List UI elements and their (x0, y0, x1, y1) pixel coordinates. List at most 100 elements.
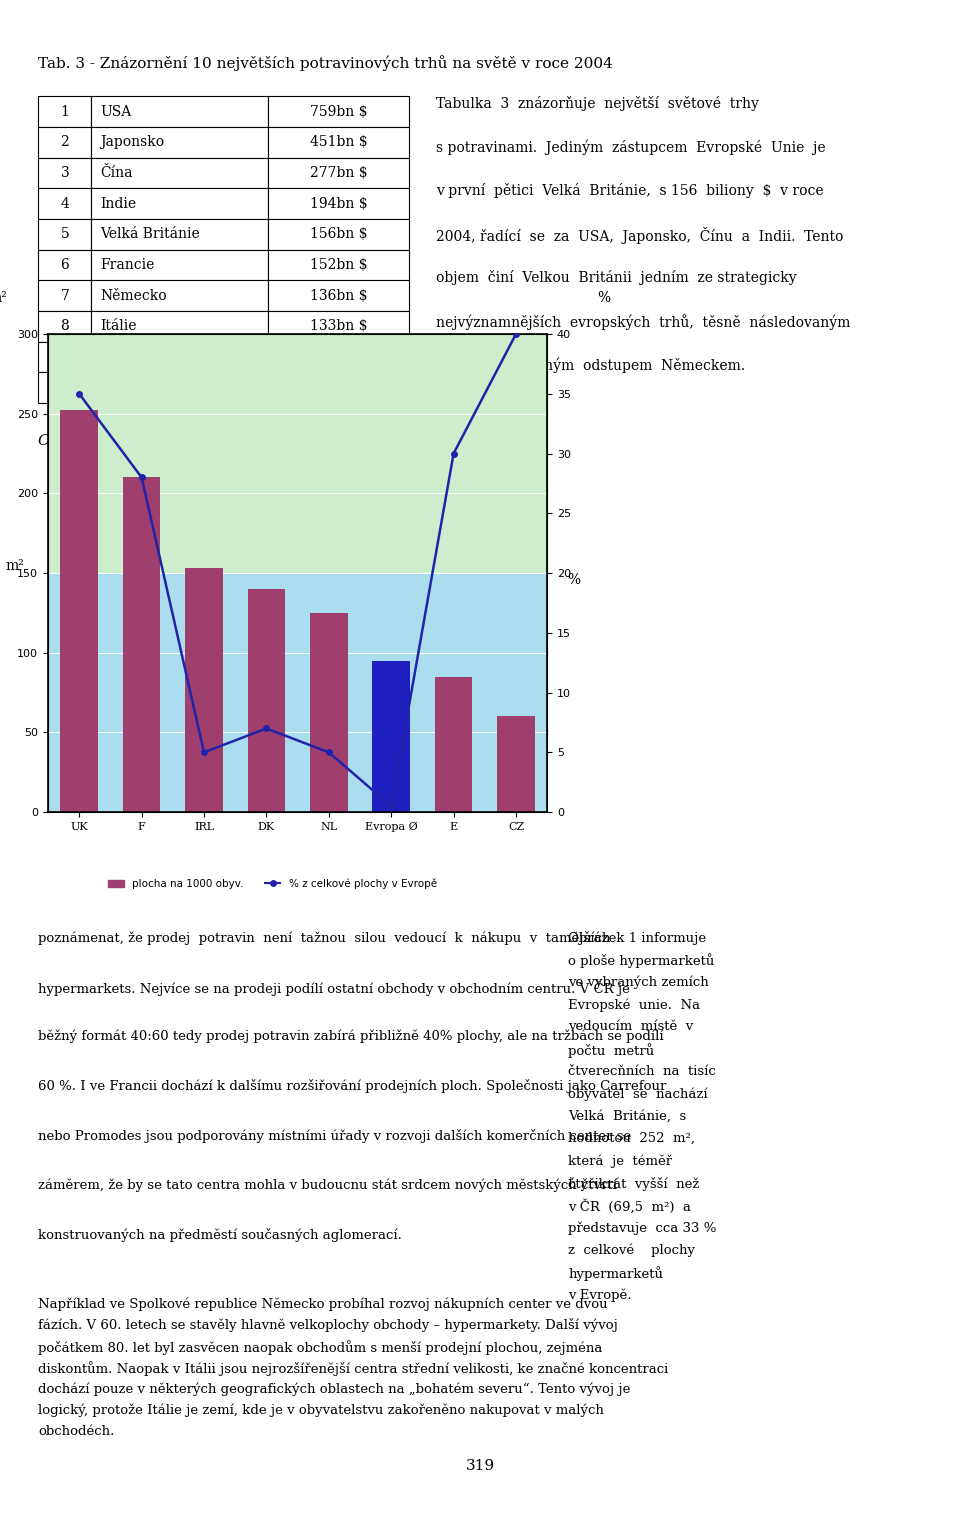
Text: 4: 4 (60, 197, 69, 211)
Text: 133bn $: 133bn $ (310, 319, 368, 334)
Text: fázích. V 60. letech se stavěly hlavně velkoplochy obchody – hypermarkety. Další: fázích. V 60. letech se stavěly hlavně v… (38, 1319, 618, 1333)
FancyBboxPatch shape (38, 311, 91, 342)
Text: dochází pouze v některých geografických oblastech na „bohatém severu“. Tento výv: dochází pouze v některých geografických … (38, 1383, 631, 1395)
FancyBboxPatch shape (38, 281, 91, 311)
Text: 7: 7 (60, 288, 69, 302)
Text: s potravinami.  Jediným  zástupcem  Evropské  Unie  je: s potravinami. Jediným zástupcem Evropsk… (436, 140, 826, 155)
FancyBboxPatch shape (268, 342, 409, 372)
Bar (310, 613, 348, 812)
Y-axis label: m²: m² (5, 559, 24, 574)
FancyBboxPatch shape (91, 188, 268, 219)
FancyBboxPatch shape (268, 219, 409, 249)
Text: čtverecňních  na  tisíc: čtverecňních na tisíc (568, 1066, 716, 1078)
Text: Velká Británie: Velká Británie (100, 228, 200, 241)
Text: 1: 1 (60, 105, 69, 118)
FancyBboxPatch shape (38, 96, 91, 128)
Text: poznámenat, že prodej  potravin  není  tažnou  silou  vedoucí  k  nákupu  v  tam: poznámenat, že prodej potravin není tažn… (38, 931, 611, 946)
Text: Čína: Čína (100, 165, 132, 181)
Bar (185, 568, 223, 812)
Text: 5: 5 (60, 228, 69, 241)
Text: Německo: Německo (100, 288, 167, 302)
Text: hodnotou  252  m²,: hodnotou 252 m², (568, 1132, 695, 1145)
FancyBboxPatch shape (91, 311, 268, 342)
FancyBboxPatch shape (268, 128, 409, 158)
FancyBboxPatch shape (268, 372, 409, 404)
Text: Japonsko: Japonsko (100, 135, 164, 149)
Text: vedoucím  místě  v: vedoucím místě v (568, 1020, 693, 1034)
FancyBboxPatch shape (268, 188, 409, 219)
FancyBboxPatch shape (268, 311, 409, 342)
Text: o ploše hypermarketů: o ploše hypermarketů (568, 953, 714, 968)
Text: 8: 8 (60, 319, 69, 334)
Bar (48, 334, 578, 574)
Bar (435, 677, 472, 812)
Text: 2: 2 (60, 135, 69, 149)
FancyBboxPatch shape (38, 188, 91, 219)
Text: diskontům. Naopak v Itálii jsou nejrozšířenější centra střední velikosti, ke zna: diskontům. Naopak v Itálii jsou nejrozší… (38, 1362, 669, 1375)
Text: obchodéch.: obchodéch. (38, 1425, 115, 1438)
FancyBboxPatch shape (91, 281, 268, 311)
Text: Například ve Spolkové republice Německo probíhal rozvoj nákupních center ve dvou: Například ve Spolkové republice Německo … (38, 1298, 608, 1310)
Text: představuje  cca 33 %: představuje cca 33 % (568, 1222, 717, 1236)
FancyBboxPatch shape (91, 96, 268, 128)
FancyBboxPatch shape (38, 249, 91, 281)
Text: 759bn $: 759bn $ (310, 105, 368, 118)
Text: z  celkové    plochy: z celkové plochy (568, 1243, 695, 1257)
Bar (123, 477, 160, 812)
Bar (60, 410, 98, 812)
Text: nejvýznamnějších  evropských  trhů,  těsně  následovaným: nejvýznamnějších evropských trhů, těsně … (436, 314, 851, 329)
Text: 2004, řadící  se  za  USA,  Japonsko,  Čínu  a  Indii.  Tento: 2004, řadící se za USA, Japonsko, Čínu a… (436, 226, 843, 244)
Text: ve vybraných zemích: ve vybraných zemích (568, 976, 709, 990)
Text: běžný formát 40:60 tedy prodej potravin zabírá přibližně 40% plochy, ale na tržb: běžný formát 40:60 tedy prodej potravin … (38, 1029, 664, 1043)
Text: 152bn $: 152bn $ (310, 258, 368, 272)
FancyBboxPatch shape (91, 219, 268, 249)
Text: obyvatel  se  nachází: obyvatel se nachází (568, 1087, 708, 1101)
Text: Francíí  a s mírným  odstupem  Německem.: Francíí a s mírným odstupem Německem. (436, 357, 745, 373)
FancyBboxPatch shape (91, 342, 268, 372)
Text: v první  pětici  Velká  Británie,  s 156  biliony  $  v roce: v první pětici Velká Británie, s 156 bil… (436, 184, 824, 199)
Text: počátkem 80. let byl zasvěcen naopak obchodům s menší prodejní plochou, zejména: počátkem 80. let byl zasvěcen naopak obc… (38, 1340, 603, 1354)
Legend: plocha na 1000 obyv., % z celkové plochy v Evropě: plocha na 1000 obyv., % z celkové plochy… (105, 874, 441, 893)
Text: 129bn $: 129bn $ (310, 351, 368, 364)
Text: Francie: Francie (100, 258, 155, 272)
Text: čtyřikrát  vyšší  než: čtyřikrát vyšší než (568, 1176, 700, 1190)
Text: Indie: Indie (100, 197, 136, 211)
Text: Obr. 1 - Plochy hypermarketů v Evropě v roce 2003: Obr. 1 - Plochy hypermarketů v Evropě v … (38, 433, 436, 448)
Text: 60 %. I ve Francii dochází k dalšímu rozšiřování prodejních ploch. Společnosti j: 60 %. I ve Francii dochází k dalšímu roz… (38, 1079, 667, 1093)
FancyBboxPatch shape (91, 158, 268, 188)
FancyBboxPatch shape (38, 219, 91, 249)
Text: 136bn $: 136bn $ (310, 288, 368, 302)
Text: logický, protože Itálie je zemí, kde je v obyvatelstvu zakořeněno nakupovat v ma: logický, protože Itálie je zemí, kde je … (38, 1404, 604, 1416)
Text: která  je  téměř: která je téměř (568, 1155, 672, 1167)
Text: 451bn $: 451bn $ (310, 135, 368, 149)
Text: hypermarketů: hypermarketů (568, 1266, 663, 1281)
Bar (372, 660, 410, 812)
Bar (497, 716, 535, 812)
Text: 3: 3 (60, 165, 69, 181)
Text: 319: 319 (466, 1459, 494, 1472)
Text: nebo Promodes jsou podporovány místními úřady v rozvoji dalších komerčních cente: nebo Promodes jsou podporovány místními … (38, 1129, 632, 1143)
Text: v Evropě.: v Evropě. (568, 1289, 632, 1302)
Text: záměrem, že by se tato centra mohla v budoucnu stát srdcem nových městských čtvr: záměrem, že by se tato centra mohla v bu… (38, 1178, 617, 1192)
Text: Rusko: Rusko (100, 351, 144, 364)
Bar (248, 589, 285, 812)
Text: 10: 10 (56, 381, 74, 395)
Text: %: % (597, 291, 611, 305)
FancyBboxPatch shape (268, 96, 409, 128)
FancyBboxPatch shape (38, 372, 91, 404)
Text: 194bn $: 194bn $ (310, 197, 368, 211)
Text: 6: 6 (60, 258, 69, 272)
Text: Španělsko: Španělsko (100, 380, 173, 396)
FancyBboxPatch shape (38, 158, 91, 188)
FancyBboxPatch shape (91, 249, 268, 281)
Text: 64bn $: 64bn $ (314, 381, 363, 395)
Text: 156bn $: 156bn $ (310, 228, 368, 241)
Text: počtu  metrů: počtu metrů (568, 1043, 655, 1058)
Text: 277bn $: 277bn $ (310, 165, 368, 181)
FancyBboxPatch shape (38, 128, 91, 158)
FancyBboxPatch shape (91, 128, 268, 158)
Text: USA: USA (100, 105, 132, 118)
Text: konstruovaných na předměstí současných aglomerací.: konstruovaných na předměstí současných a… (38, 1228, 402, 1242)
Text: v ČR  (69,5  m²)  a: v ČR (69,5 m²) a (568, 1199, 691, 1214)
FancyBboxPatch shape (268, 158, 409, 188)
